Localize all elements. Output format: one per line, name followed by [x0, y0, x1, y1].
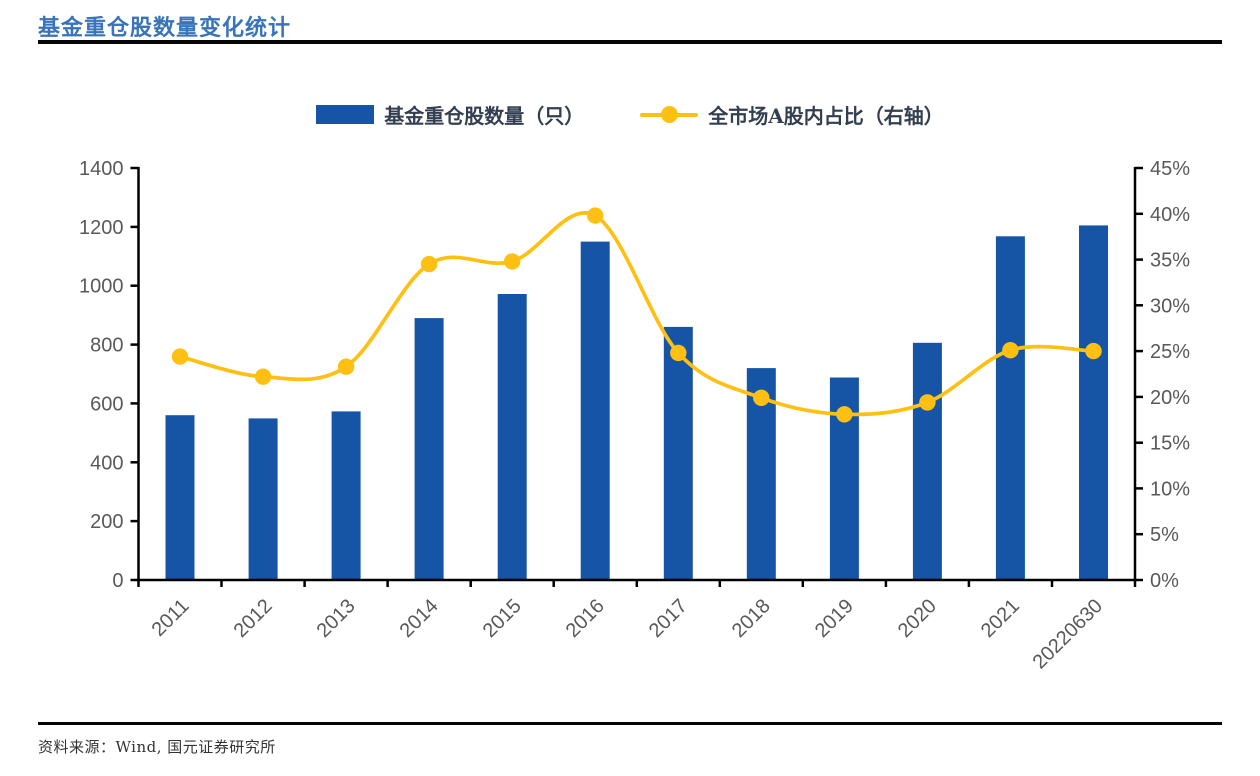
title-divider [38, 40, 1222, 44]
x-axis-category-label: 2021 [977, 595, 1024, 642]
ratio-point-2021 [1002, 342, 1019, 359]
y-axis-right-tick-label: 40% [1150, 204, 1190, 226]
bar-series-swatch [316, 105, 375, 124]
x-axis-category-label: 2016 [562, 595, 609, 642]
x-axis-category-label: 2014 [396, 595, 443, 642]
ratio-point-2012 [254, 368, 272, 385]
ratio-line [178, 211, 1096, 417]
x-axis-category-label: 2013 [313, 595, 360, 642]
x-axis-category-label: 2012 [230, 595, 277, 642]
y-axis-left-tick-label: 200 [90, 511, 123, 533]
source-note: 资料来源：Wind, 国元证券研究所 [38, 738, 276, 756]
y-axis-left-tick-label: 1000 [79, 276, 124, 298]
bar-2021 [995, 236, 1025, 581]
ratio-point-20220630 [1085, 342, 1102, 360]
y-axis-left-tick-label: 1200 [79, 217, 124, 239]
y-axis-right-tick-label: 20% [1150, 387, 1190, 409]
y-axis-right-tick-label: 10% [1150, 478, 1190, 500]
bar-2020 [912, 342, 942, 580]
chart-legend: 基金重仓股数量（只） 全市场A股内占比（右轴） [0, 100, 1260, 129]
x-axis-category-label: 20220630 [1029, 595, 1107, 673]
page-title: 基金重仓股数量变化统计 [38, 15, 292, 41]
legend-item-line: 全市场A股内占比（右轴） [640, 100, 944, 129]
x-axis-category-label: 2017 [645, 595, 692, 642]
bar-20220630 [1079, 225, 1108, 580]
bar-2015 [497, 294, 527, 580]
footer-divider [38, 722, 1222, 725]
line-series-label: 全市场A股内占比（右轴） [708, 104, 944, 128]
x-axis-category-label: 2020 [894, 595, 941, 642]
y-axis-right-tick-label: 15% [1150, 433, 1190, 455]
y-axis-left-tick-label: 1400 [79, 158, 124, 180]
y-axis-right-tick-label: 30% [1150, 295, 1190, 317]
line-swatch-dot-icon [661, 106, 679, 123]
bar-2014 [414, 318, 444, 580]
x-axis-category-label: 2018 [728, 595, 775, 642]
ratio-point-2014 [420, 255, 438, 273]
x-axis-category-label: 2019 [811, 595, 858, 642]
y-axis-right-tick-label: 45% [1150, 158, 1190, 180]
ratio-point-2011 [171, 348, 189, 365]
bar-series-label: 基金重仓股数量（只） [384, 104, 585, 128]
ratio-point-2016 [587, 207, 604, 224]
y-axis-right-tick-label: 25% [1150, 341, 1190, 363]
line-series-swatch [640, 105, 699, 124]
ratio-point-2020 [919, 394, 936, 411]
ratio-point-2013 [337, 358, 355, 375]
y-axis-right-tick-label: 0% [1150, 570, 1179, 592]
ratio-point-2015 [504, 253, 521, 270]
bar-2011 [165, 415, 195, 580]
bar-2012 [248, 418, 278, 580]
ratio-point-2019 [836, 406, 853, 423]
bar-2016 [580, 241, 610, 580]
bar-2017 [663, 326, 693, 580]
ratio-point-2017 [670, 344, 687, 362]
legend-item-bars: 基金重仓股数量（只） [316, 100, 584, 129]
x-axis-category-label: 2011 [148, 595, 194, 641]
y-axis-left-tick-label: 400 [90, 452, 123, 474]
y-axis-right-tick-label: 35% [1150, 250, 1190, 272]
combo-chart: 0 200 400 600 800 1000 1200 1400 0% 5% 10% 15% 20% 25… [79, 158, 1190, 673]
y-axis-right-tick-label: 5% [1150, 524, 1179, 546]
bar-2013 [331, 411, 361, 580]
y-axis-left-tick-label: 600 [90, 393, 123, 415]
ratio-point-2018 [753, 389, 770, 406]
x-axis-category-label: 2015 [479, 595, 526, 642]
y-axis-left-tick-label: 800 [90, 335, 123, 357]
y-axis-left-tick-label: 0 [112, 570, 123, 592]
